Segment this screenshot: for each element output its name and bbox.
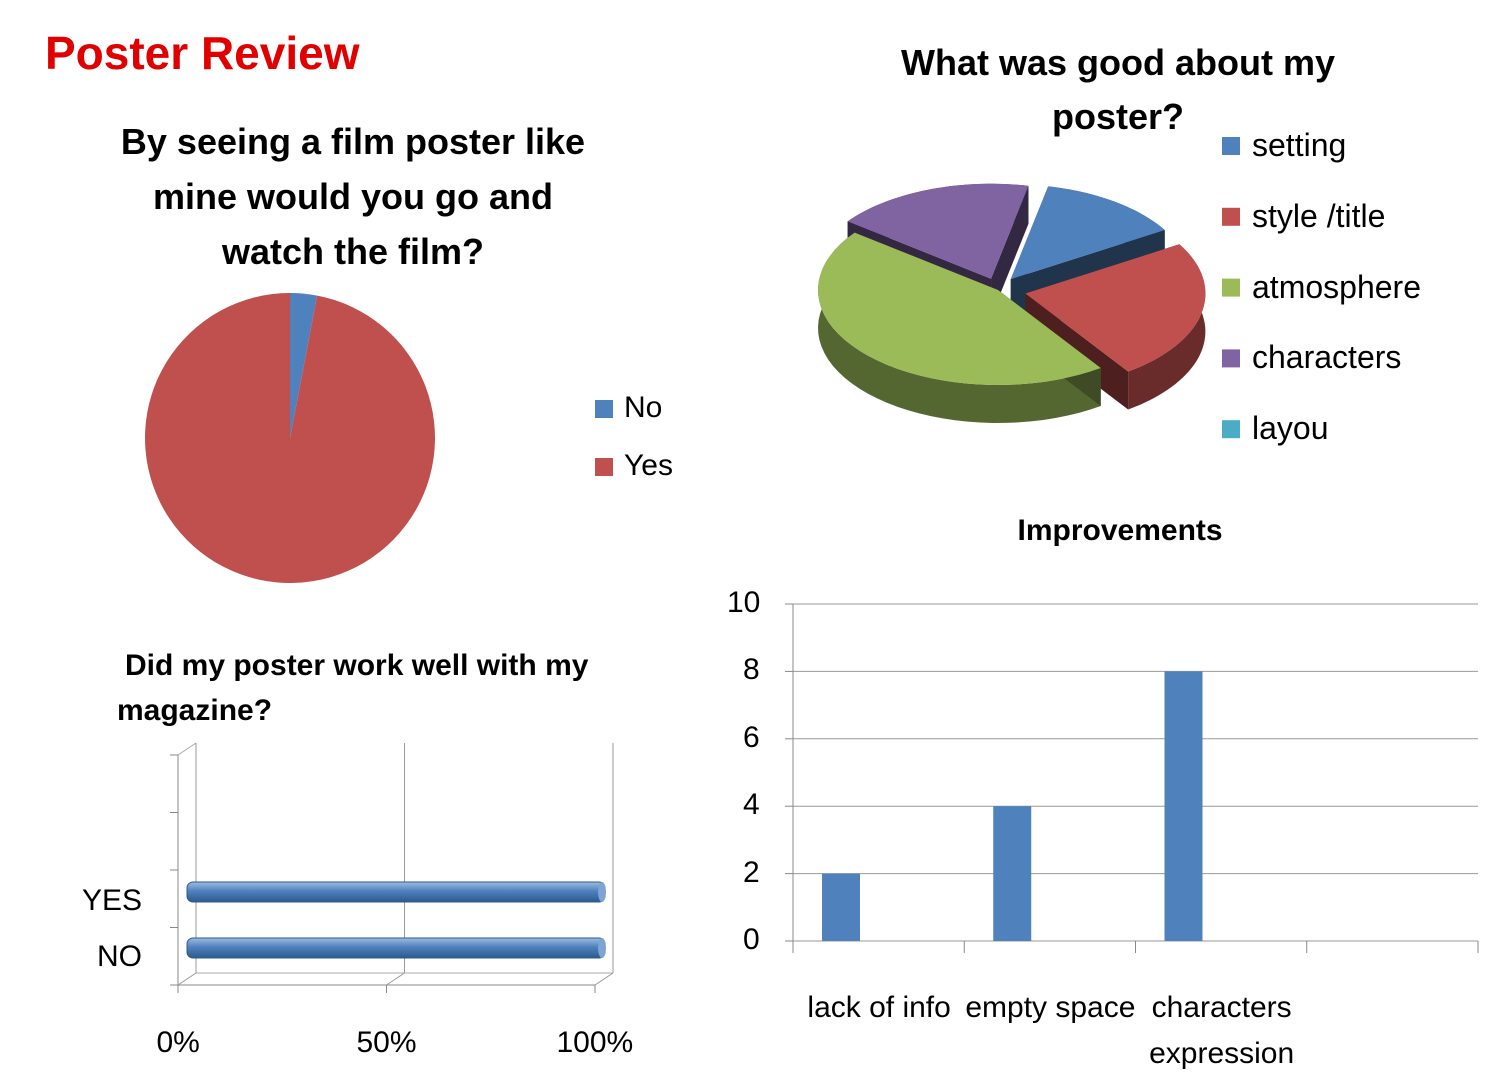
x-tick-label: 50% bbox=[356, 1026, 417, 1059]
legend-swatch bbox=[1222, 278, 1240, 297]
legend-label: setting bbox=[1252, 127, 1347, 163]
y-tick-label: 2 bbox=[743, 855, 760, 889]
chart-title: What was good about my poster? bbox=[900, 42, 1335, 137]
legend-swatch bbox=[595, 400, 613, 418]
bar bbox=[822, 873, 860, 941]
y-tick-label: 0 bbox=[743, 923, 760, 956]
y-tick-label: YES bbox=[82, 884, 143, 917]
grid-line bbox=[386, 972, 405, 986]
legend-swatch bbox=[1222, 420, 1240, 439]
bar bbox=[186, 881, 606, 903]
y-tick-label: 6 bbox=[743, 720, 760, 754]
slice-side bbox=[991, 185, 1029, 317]
legend-label: layou bbox=[1252, 410, 1329, 447]
page-title: Poster Review bbox=[45, 27, 360, 79]
legend-label: Yes bbox=[624, 449, 673, 482]
x-tick-label: empty space bbox=[965, 991, 1136, 1024]
legend-label: atmosphere bbox=[1252, 268, 1421, 305]
grid-line bbox=[177, 972, 197, 986]
pie-slice bbox=[290, 293, 318, 438]
pie-slice bbox=[1025, 244, 1206, 372]
bar bbox=[993, 806, 1032, 941]
legend-label: style /title bbox=[1252, 197, 1386, 234]
legend-swatch bbox=[1222, 207, 1240, 226]
legend-label: characters bbox=[1252, 339, 1402, 376]
chart-title: Improvements bbox=[1017, 514, 1223, 547]
legend-label: No bbox=[624, 391, 663, 424]
slice-side bbox=[818, 232, 1101, 423]
pie-slice bbox=[144, 293, 435, 584]
x-tick-label: characters expression bbox=[1149, 991, 1295, 1070]
legend-swatch bbox=[1222, 137, 1240, 155]
legend-swatch bbox=[595, 458, 613, 476]
y-tick-label: 10 bbox=[727, 586, 761, 619]
grid-line bbox=[594, 972, 614, 986]
bar-end bbox=[598, 938, 606, 958]
x-tick-label: lack of info bbox=[807, 991, 951, 1024]
x-tick-label: 0% bbox=[156, 1026, 200, 1059]
bar-end bbox=[598, 882, 606, 902]
pie-slice bbox=[1010, 186, 1165, 280]
y-tick-label: NO bbox=[97, 940, 142, 973]
y-tick-label: 4 bbox=[743, 788, 760, 822]
pie-slice bbox=[818, 232, 1101, 385]
chart-title: Did my poster work well with my magazine… bbox=[117, 649, 589, 727]
y-tick-label: 8 bbox=[743, 653, 760, 687]
bar bbox=[1164, 671, 1203, 941]
bar bbox=[186, 937, 606, 959]
x-tick-label: 100% bbox=[556, 1026, 634, 1059]
legend-swatch bbox=[1222, 349, 1240, 368]
chart-title: By seeing a film poster like mine would … bbox=[120, 121, 586, 272]
pie-slice bbox=[847, 183, 1029, 279]
axis-wall bbox=[177, 742, 197, 756]
